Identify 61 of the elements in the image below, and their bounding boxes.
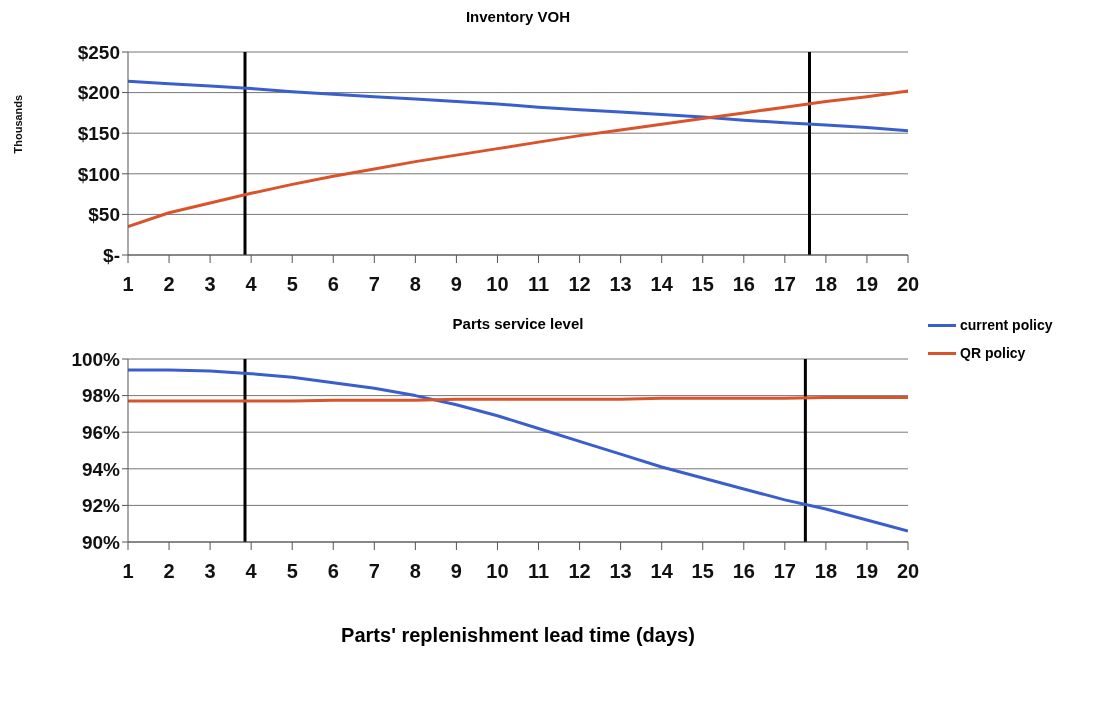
x-tick-label: 17: [773, 273, 796, 296]
y-tick-label: $250: [77, 41, 120, 63]
legend-label: QR policy: [960, 344, 1026, 363]
y-tick-label: $100: [77, 163, 120, 185]
x-tick-label: 8: [409, 273, 421, 296]
x-tick-label: 6: [327, 273, 339, 296]
y-tick-label: $200: [77, 82, 120, 104]
x-tick-label: 17: [773, 560, 796, 583]
x-tick-label: 16: [732, 273, 755, 296]
x-tick-label: 15: [691, 560, 714, 583]
x-tick-label: 13: [609, 560, 632, 583]
legend-label: current policy: [960, 316, 1053, 335]
x-tick-label: 12: [568, 560, 591, 583]
x-tick-label: 8: [409, 560, 421, 583]
x-tick-label: 2: [163, 560, 175, 583]
x-tick-label: 18: [814, 273, 838, 296]
x-tick-label: 3: [204, 560, 216, 583]
x-tick-label: 16: [732, 560, 755, 583]
x-tick-label: 19: [855, 273, 879, 296]
x-tick-label: 10: [486, 273, 509, 296]
chart-title: Parts service level: [452, 315, 584, 332]
line-series: [128, 89, 908, 229]
x-tick-label: 9: [450, 560, 462, 583]
x-tick-label: 11: [527, 273, 550, 296]
x-tick-label: 5: [286, 560, 298, 583]
x-tick-label: 2: [163, 273, 175, 296]
x-tick-label: 10: [486, 560, 509, 583]
x-tick-label: 18: [814, 560, 838, 583]
x-tick-label: 7: [368, 273, 380, 296]
x-tick-label: 11: [527, 560, 550, 583]
y-tick-label: 96%: [81, 421, 121, 443]
chart-title: Inventory VOH: [464, 8, 572, 27]
x-tick-label: 6: [327, 560, 339, 583]
y-tick-label: $-: [103, 244, 120, 266]
x-tick-label: 7: [368, 560, 380, 583]
x-tick-label: 15: [691, 273, 714, 296]
y-tick-label: 90%: [81, 531, 121, 553]
y-tick-label: 94%: [81, 458, 121, 480]
y-tick-label: $150: [77, 122, 120, 144]
y-tick-label: 100%: [71, 348, 121, 370]
line-series: [128, 368, 908, 533]
x-tick-label: 12: [568, 273, 591, 296]
y-tick-label: 92%: [81, 495, 121, 517]
x-tick-label: 20: [896, 560, 920, 583]
x-tick-label: 19: [855, 560, 879, 583]
y-tick-label: $50: [88, 204, 120, 226]
x-tick-label: 9: [450, 273, 462, 296]
x-axis-title: Parts' replenishment lead time (days): [340, 624, 696, 647]
x-tick-label: 20: [896, 273, 920, 296]
x-tick-label: 1: [122, 273, 134, 296]
x-tick-label: 4: [245, 273, 258, 296]
x-tick-label: 14: [650, 560, 674, 583]
x-tick-label: 3: [204, 273, 216, 296]
y-tick-label: 98%: [81, 385, 121, 407]
x-tick-label: 5: [286, 273, 298, 296]
y-axis-title: Thousands: [11, 94, 24, 154]
x-tick-label: 4: [245, 560, 258, 583]
line-series: [128, 79, 908, 133]
x-tick-label: 1: [122, 560, 134, 583]
x-tick-label: 14: [650, 273, 674, 296]
x-tick-label: 13: [609, 273, 632, 296]
